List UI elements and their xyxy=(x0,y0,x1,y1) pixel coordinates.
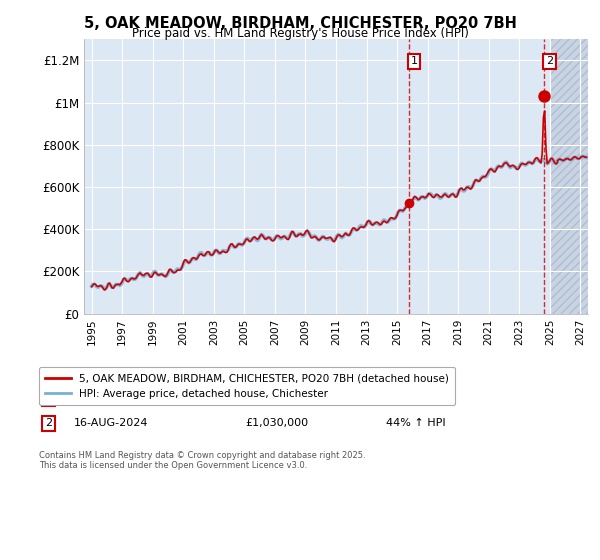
Text: 44% ↑ HPI: 44% ↑ HPI xyxy=(386,418,446,428)
Text: Contains HM Land Registry data © Crown copyright and database right 2025.
This d: Contains HM Land Registry data © Crown c… xyxy=(38,451,365,470)
Text: Price paid vs. HM Land Registry's House Price Index (HPI): Price paid vs. HM Land Registry's House … xyxy=(131,27,469,40)
Text: 2: 2 xyxy=(545,57,553,67)
Text: 14-OCT-2015: 14-OCT-2015 xyxy=(74,394,146,404)
Text: 1: 1 xyxy=(410,57,418,67)
Legend: 5, OAK MEADOW, BIRDHAM, CHICHESTER, PO20 7BH (detached house), HPI: Average pric: 5, OAK MEADOW, BIRDHAM, CHICHESTER, PO20… xyxy=(38,367,455,405)
Text: £1,030,000: £1,030,000 xyxy=(245,418,308,428)
Bar xyxy=(550,39,588,314)
Text: 1: 1 xyxy=(45,394,52,404)
Text: 16-AUG-2024: 16-AUG-2024 xyxy=(74,418,148,428)
Text: £525,000: £525,000 xyxy=(245,394,298,404)
Text: 2% ↓ HPI: 2% ↓ HPI xyxy=(386,394,439,404)
Text: 5, OAK MEADOW, BIRDHAM, CHICHESTER, PO20 7BH: 5, OAK MEADOW, BIRDHAM, CHICHESTER, PO20… xyxy=(83,16,517,31)
Text: 2: 2 xyxy=(45,418,52,428)
